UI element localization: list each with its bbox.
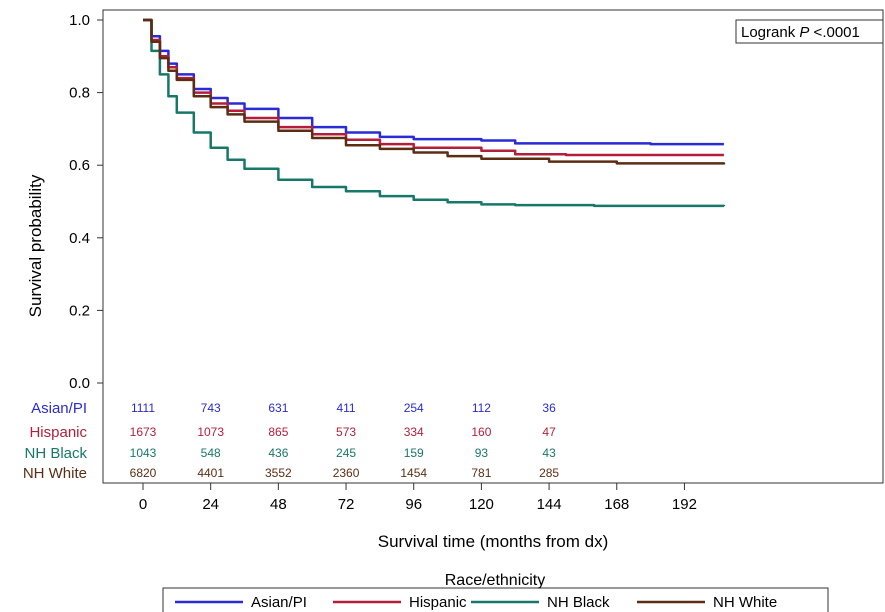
risk-cell-nh-black-5: 93 xyxy=(475,446,489,460)
y-tick-label-5: 1.0 xyxy=(69,12,90,29)
risk-cell-asian-pi-2: 631 xyxy=(268,401,288,415)
curve-asian-pi xyxy=(143,18,724,146)
logrank-p: P xyxy=(799,24,809,41)
legend-box xyxy=(162,587,829,612)
risk-cell-hispanic-1: 1073 xyxy=(197,425,224,439)
risk-cell-hispanic-3: 573 xyxy=(336,425,356,439)
logrank-prefix: Logrank xyxy=(741,24,799,41)
y-tick-label-2: 0.4 xyxy=(69,230,90,247)
legend-items: Asian/PI Hispanic NH Black NH White xyxy=(175,594,777,611)
risk-cell-asian-pi-5: 112 xyxy=(472,401,491,415)
risk-cell-hispanic-5: 160 xyxy=(471,425,491,439)
x-tick-label-6: 144 xyxy=(537,496,562,513)
risk-cell-nh-white-3: 2360 xyxy=(333,466,360,480)
logrank-annotation: Logrank P <.0001 xyxy=(735,19,884,44)
legend: Race/ethnicity Asian/PI Hispanic NH Black N… xyxy=(162,572,829,612)
curve-hispanic xyxy=(143,18,724,157)
y-tick-label-3: 0.6 xyxy=(69,157,90,174)
legend-title: Race/ethnicity xyxy=(445,572,546,589)
risk-cell-hispanic-0: 1673 xyxy=(130,425,157,439)
y-tick-label-1: 0.2 xyxy=(69,302,90,319)
risk-cell-asian-pi-4: 254 xyxy=(404,401,424,415)
risk-row-label-hispanic: Hispanic xyxy=(29,424,87,441)
risk-cell-hispanic-6: 47 xyxy=(542,425,556,439)
legend-label-hispanic: Hispanic xyxy=(409,594,467,611)
y-axis: 0.0 0.2 0.4 0.6 0.8 1.0 xyxy=(69,12,103,392)
x-tick-label-3: 72 xyxy=(338,496,355,513)
risk-cell-nh-white-0: 6820 xyxy=(130,466,157,480)
risk-cell-nh-white-1: 4401 xyxy=(197,466,224,480)
curve-nh-black xyxy=(143,18,726,208)
risk-cell-asian-pi-1: 743 xyxy=(201,401,221,415)
risk-cell-asian-pi-6: 36 xyxy=(542,401,556,415)
curve-nh-white xyxy=(143,18,726,165)
risk-cell-nh-white-4: 1454 xyxy=(400,466,427,480)
risk-cell-asian-pi-0: 1111 xyxy=(131,401,155,415)
risk-row-label-nh-white: NH White xyxy=(23,465,87,482)
risk-cell-nh-white-5: 781 xyxy=(471,466,491,480)
at-risk-table: Asian/PI 1111 743 631 411 254 112 36 Hispanic 167… xyxy=(23,400,560,482)
risk-cell-nh-black-1: 548 xyxy=(201,446,221,460)
x-tick-label-7: 168 xyxy=(604,496,629,513)
legend-label-nh-black: NH Black xyxy=(547,594,610,611)
risk-cell-nh-black-4: 159 xyxy=(404,446,424,460)
risk-cell-nh-black-2: 436 xyxy=(268,446,288,460)
risk-row-label-asian-pi: Asian/PI xyxy=(31,400,87,417)
y-tick-label-4: 0.8 xyxy=(69,85,90,102)
x-tick-label-5: 120 xyxy=(469,496,494,513)
x-tick-label-2: 48 xyxy=(270,496,287,513)
risk-cell-hispanic-2: 865 xyxy=(268,425,288,439)
logrank-value: <.0001 xyxy=(809,24,859,41)
legend-label-asian-pi: Asian/PI xyxy=(251,594,307,611)
logrank-text: Logrank P <.0001 xyxy=(741,24,860,41)
risk-cell-asian-pi-3: 411 xyxy=(336,401,355,415)
y-tick-label-0: 0.0 xyxy=(69,375,90,392)
risk-cell-nh-white-6: 285 xyxy=(539,466,559,480)
plot-frame xyxy=(102,9,884,484)
risk-cell-nh-black-3: 245 xyxy=(336,446,356,460)
risk-cell-nh-black-6: 43 xyxy=(542,446,556,460)
risk-row-label-nh-black: NH Black xyxy=(24,445,87,462)
survival-curves xyxy=(143,18,726,208)
x-tick-label-8: 192 xyxy=(672,496,697,513)
risk-cell-nh-black-0: 1043 xyxy=(130,446,157,460)
x-tick-label-4: 96 xyxy=(405,496,422,513)
logrank-box xyxy=(735,19,884,44)
risk-cell-hispanic-4: 334 xyxy=(404,425,424,439)
y-axis-label: Survival probability xyxy=(26,174,45,317)
legend-label-nh-white: NH White xyxy=(713,594,777,611)
x-tick-label-0: 0 xyxy=(139,496,147,513)
x-axis-label: Survival time (months from dx) xyxy=(378,532,609,551)
x-axis: 0 24 48 72 96 120 144 168 192 xyxy=(139,483,697,513)
x-tick-label-1: 24 xyxy=(202,496,219,513)
risk-cell-nh-white-2: 3552 xyxy=(265,466,292,480)
